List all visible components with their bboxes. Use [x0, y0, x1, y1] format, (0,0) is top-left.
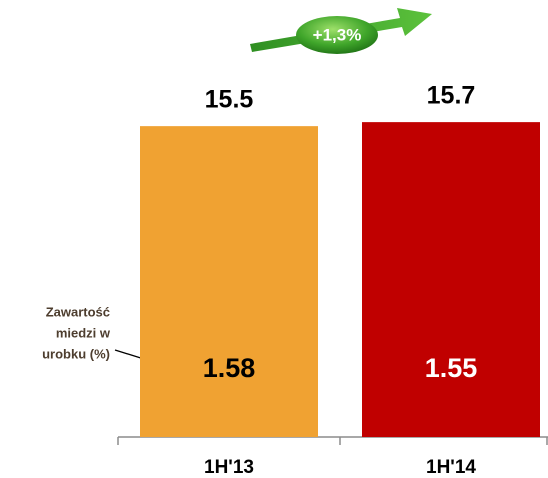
bar: [362, 122, 540, 437]
copper-label: Zawartość: [46, 304, 110, 319]
x-tick-label: 1H'13: [204, 457, 254, 478]
copper-value-label: 1.55: [425, 353, 478, 383]
copper-label: urobku (%): [42, 346, 110, 361]
change-annotation: +1,3%: [313, 25, 362, 44]
copper-value-label: 1.58: [203, 353, 256, 383]
copper-label: miedzi w: [56, 325, 111, 340]
x-axis: [117, 436, 548, 445]
value-label: 15.7: [427, 82, 476, 110]
bar: [140, 126, 318, 437]
x-tick-label: 1H'14: [426, 457, 476, 478]
value-label: 15.5: [205, 86, 254, 114]
growth-arrow: [250, 8, 432, 54]
